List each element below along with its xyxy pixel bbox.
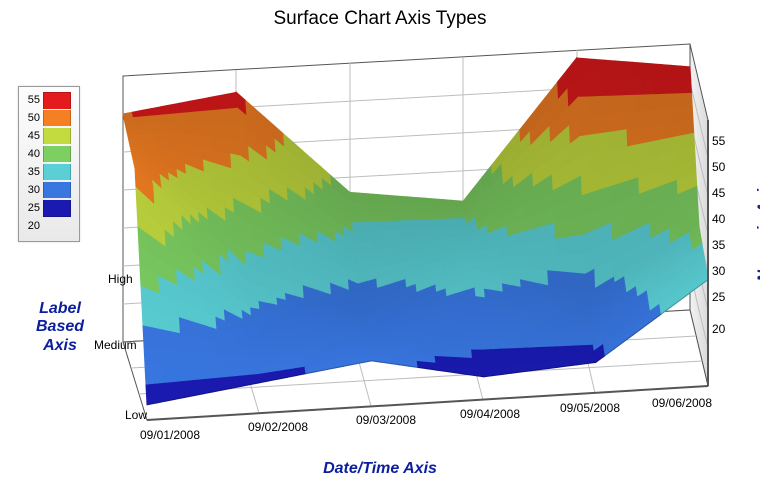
x-tick: 09/06/2008 [652, 396, 712, 410]
z-tick: 45 [712, 186, 725, 200]
y-tick: Medium [94, 338, 137, 352]
z-tick: 50 [712, 160, 725, 174]
z-tick: 40 [712, 212, 725, 226]
z-tick: 30 [712, 264, 725, 278]
y-tick: Low [125, 408, 147, 422]
y-tick: High [108, 272, 133, 286]
x-tick: 09/04/2008 [460, 407, 520, 421]
x-tick: 09/02/2008 [248, 420, 308, 434]
z-tick: 20 [712, 322, 725, 336]
z-tick: 25 [712, 290, 725, 304]
z-tick: 35 [712, 238, 725, 252]
x-tick: 09/03/2008 [356, 413, 416, 427]
z-tick: 55 [712, 134, 725, 148]
x-tick: 09/01/2008 [140, 428, 200, 442]
x-tick: 09/05/2008 [560, 401, 620, 415]
